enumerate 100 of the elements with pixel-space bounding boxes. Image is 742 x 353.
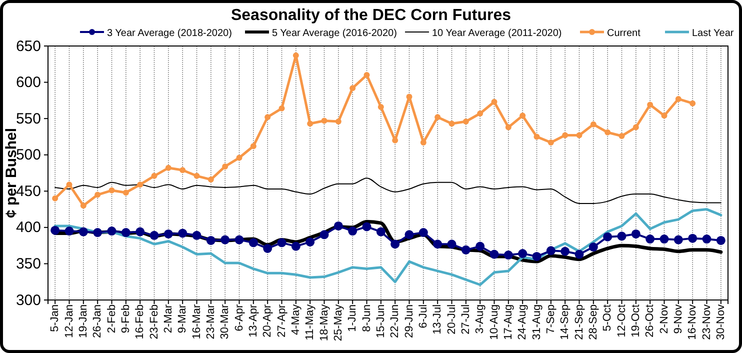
legend-label: 5 Year Average (2016-2020) <box>272 28 397 39</box>
x-tick-label: 16-Mar <box>190 304 203 340</box>
point <box>618 132 625 139</box>
point <box>505 124 512 130</box>
point <box>574 250 584 259</box>
legend-label: Current <box>607 28 641 39</box>
point <box>264 114 271 120</box>
point <box>420 140 426 146</box>
x-tick-label: 22-Jun <box>389 304 402 338</box>
point <box>688 234 698 243</box>
point <box>222 163 228 170</box>
x-tick-label: 19-Jan <box>78 304 90 338</box>
point <box>660 234 669 244</box>
point <box>562 132 568 138</box>
legend-label: 3 Year Average (2018-2020) <box>107 28 232 39</box>
point <box>364 72 370 78</box>
point <box>107 226 116 236</box>
point <box>661 112 668 119</box>
point <box>93 228 102 238</box>
point <box>576 132 582 138</box>
point <box>178 228 188 238</box>
point <box>546 246 556 256</box>
point <box>690 100 696 106</box>
x-tick-label: 16-Feb <box>134 304 146 340</box>
y-tick-label: 650 <box>16 38 41 55</box>
x-tick-label: 2-Mar <box>162 304 175 334</box>
x-tick-label: 3-Aug <box>474 304 486 334</box>
point <box>588 242 598 252</box>
x-tick-label: 21-Sep <box>573 304 586 340</box>
x-tick-label: 7-Sep <box>545 304 558 334</box>
x-tick-label: 4-May <box>290 304 302 335</box>
point <box>236 154 242 161</box>
x-tick-label: 9-Mar <box>176 304 189 334</box>
x-tick-label: 6-Jul <box>418 304 430 328</box>
point <box>137 182 144 188</box>
point <box>180 167 186 174</box>
x-tick-label: 2-Nov <box>658 304 670 334</box>
point <box>121 228 130 238</box>
point <box>94 192 101 198</box>
x-tick-label: 24-Aug <box>516 304 529 340</box>
point <box>646 234 655 244</box>
x-tick-label: 11-May <box>304 304 316 340</box>
x-tick-label: 31-Aug <box>530 304 543 340</box>
point <box>306 237 315 246</box>
y-tick-label: 600 <box>16 74 41 92</box>
x-tick-label: 2-Feb <box>106 304 118 334</box>
point <box>404 230 414 240</box>
point <box>248 238 258 248</box>
point <box>716 236 726 245</box>
y-tick-label: 400 <box>16 219 41 236</box>
point <box>334 221 343 230</box>
point <box>560 246 570 256</box>
point <box>532 252 542 261</box>
x-tick-label: 9-Feb <box>120 304 132 334</box>
point <box>291 242 300 251</box>
point <box>108 187 115 194</box>
point <box>348 226 358 236</box>
legend-label: 10 Year Average (2011-2020) <box>432 28 562 39</box>
x-tick-label: 26-Jan <box>92 304 104 338</box>
x-tick-label: 27-Apr <box>276 304 288 338</box>
point <box>675 96 682 102</box>
point <box>164 229 173 238</box>
x-tick-label: 23-Mar <box>205 304 218 340</box>
x-tick-label: 28-Sep <box>588 304 600 340</box>
point <box>702 234 712 244</box>
point <box>434 114 441 120</box>
point <box>477 110 484 116</box>
x-tick-label: 29-Jun <box>403 304 416 338</box>
x-tick-label: 23-Nov <box>700 304 713 340</box>
point <box>165 164 172 171</box>
point <box>350 85 356 92</box>
point <box>78 227 88 236</box>
x-tick-label: 30-Nov <box>715 304 728 340</box>
x-tick-label: 17-Aug <box>502 304 515 340</box>
x-tick-label: 12-Jan <box>63 304 76 338</box>
x-tick-label: 23-Feb <box>148 304 160 340</box>
point <box>151 172 158 179</box>
x-tick-label: 16-Nov <box>686 304 699 340</box>
x-tick-label: 10-Aug <box>488 304 500 340</box>
point <box>632 124 639 130</box>
point <box>362 222 372 232</box>
point <box>520 112 526 119</box>
point <box>220 235 230 244</box>
point <box>504 250 513 260</box>
x-tick-label: 5-Jan <box>49 304 62 332</box>
point <box>64 226 74 236</box>
point <box>263 244 272 253</box>
x-tick-label: 6-Apr <box>233 304 246 332</box>
x-tick-label: 13-Jul <box>432 304 444 334</box>
x-tick-label: 12-Oct <box>616 304 628 338</box>
legend-label: Last Year <box>692 28 734 39</box>
x-tick-label: 20-Jul <box>446 304 458 334</box>
point <box>461 245 470 254</box>
point <box>208 176 214 183</box>
x-tick-label: 19-Oct <box>630 304 642 338</box>
x-tick-label: 26-Oct <box>644 304 656 338</box>
x-tick-label: 14-Sep <box>559 304 572 340</box>
point <box>462 118 469 124</box>
point <box>66 182 72 188</box>
point <box>518 249 528 258</box>
